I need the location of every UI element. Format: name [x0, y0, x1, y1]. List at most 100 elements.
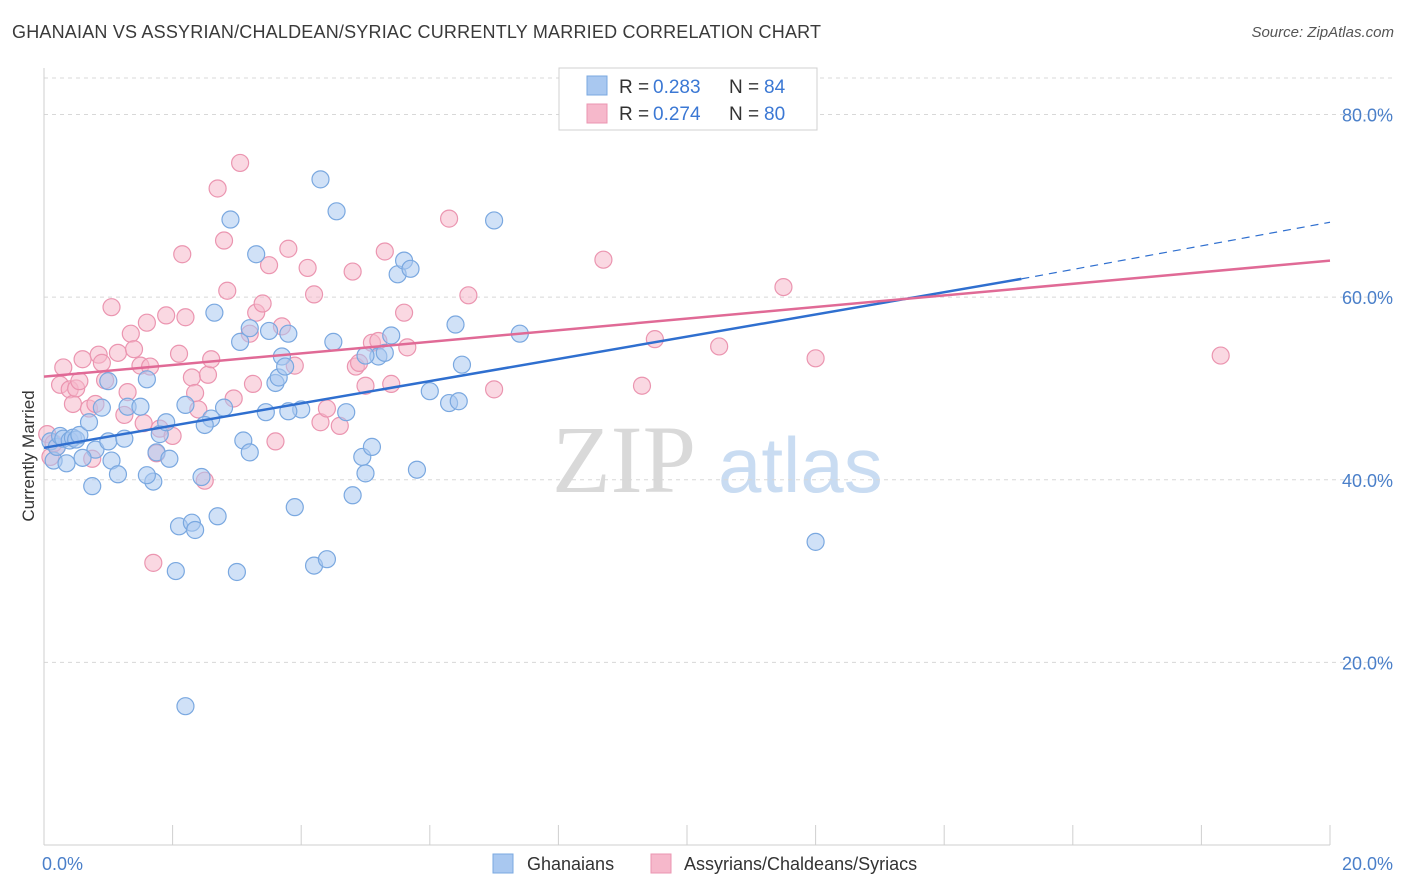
point-assyrians	[169, 344, 189, 363]
y-axis-label: Currently Married	[19, 390, 38, 521]
point-ghanaians	[452, 355, 472, 374]
point-ghanaians	[279, 324, 298, 343]
series-assyrians-points	[38, 153, 1230, 572]
point-ghanaians	[285, 498, 304, 517]
point-ghanaians	[356, 346, 375, 365]
point-assyrians	[92, 353, 111, 372]
point-assyrians	[176, 308, 195, 327]
y-tick-label: 20.0%	[1342, 653, 1393, 673]
point-ghanaians	[176, 395, 195, 414]
trend-lines	[43, 221, 1331, 450]
point-ghanaians	[214, 398, 234, 417]
point-ghanaians	[317, 550, 337, 569]
point-ghanaians	[324, 332, 343, 351]
point-ghanaians	[240, 319, 259, 338]
point-ghanaians	[86, 440, 105, 459]
legend-n-value-blue: 84	[764, 77, 786, 98]
point-ghanaians	[92, 398, 111, 417]
point-ghanaians	[192, 467, 211, 487]
point-ghanaians	[343, 486, 362, 505]
legend-r-value-blue: 0.283	[653, 77, 701, 98]
point-assyrians	[398, 338, 417, 357]
point-assyrians	[121, 324, 140, 343]
point-ghanaians	[362, 437, 382, 456]
point-assyrians	[182, 368, 201, 387]
point-ghanaians	[327, 202, 346, 221]
point-ghanaians	[401, 259, 420, 278]
bottom-legend-blue-swatch	[492, 853, 514, 874]
point-assyrians	[439, 209, 459, 228]
x-tick-label: 20.0%	[1342, 854, 1393, 874]
point-ghanaians	[99, 372, 118, 391]
point-assyrians	[137, 313, 156, 332]
point-ghanaians	[485, 211, 504, 230]
trend-line-assyrians	[43, 259, 1331, 378]
point-assyrians	[173, 245, 192, 264]
point-assyrians	[485, 380, 504, 399]
x-tick-label: 0.0%	[42, 854, 83, 874]
point-assyrians	[243, 374, 263, 393]
point-ghanaians	[79, 413, 99, 432]
series-ghanaians-points	[41, 170, 825, 716]
legend-n-value-pink: 80	[764, 104, 785, 125]
ticks: 20.0% 40.0% 60.0% 80.0% 0.0% 20.0%	[42, 106, 1393, 874]
point-assyrians	[214, 231, 234, 250]
watermark-zip: ZIP	[552, 406, 696, 513]
point-ghanaians	[256, 403, 275, 422]
point-assyrians	[459, 286, 478, 305]
point-ghanaians	[231, 332, 250, 351]
legend-pink-swatch	[586, 103, 608, 124]
point-assyrians	[208, 179, 227, 198]
point-assyrians	[356, 376, 375, 395]
point-ghanaians	[407, 460, 427, 479]
y-tick-label: 60.0%	[1342, 288, 1393, 308]
point-ghanaians	[449, 392, 468, 411]
point-ghanaians	[131, 397, 150, 416]
point-ghanaians	[806, 532, 825, 551]
point-ghanaians	[420, 382, 439, 401]
point-ghanaians	[160, 449, 179, 468]
point-assyrians	[266, 432, 285, 451]
point-ghanaians	[208, 507, 227, 526]
point-ghanaians	[356, 464, 375, 483]
top-legend: R = 0.283 N = 84 R = 0.274 N = 80	[558, 67, 818, 131]
point-assyrians	[70, 372, 89, 391]
point-assyrians	[202, 350, 221, 369]
point-assyrians	[108, 343, 128, 362]
point-assyrians	[63, 394, 83, 414]
point-assyrians	[645, 330, 664, 349]
bottom-legend-pink-swatch	[650, 853, 672, 874]
point-ghanaians	[57, 454, 76, 473]
point-assyrians	[102, 298, 121, 317]
point-ghanaians	[176, 697, 195, 716]
point-assyrians	[317, 399, 337, 418]
y-tick-label: 40.0%	[1342, 471, 1393, 491]
legend-r-label-blue: R =	[619, 77, 649, 98]
point-assyrians	[157, 306, 176, 325]
point-ghanaians	[259, 321, 279, 341]
point-assyrians	[73, 350, 92, 369]
point-ghanaians	[70, 425, 89, 445]
point-ghanaians	[137, 466, 156, 485]
point-assyrians	[304, 285, 324, 304]
legend-r-label-pink: R =	[619, 104, 649, 125]
point-assyrians	[279, 239, 298, 258]
point-assyrians	[198, 365, 218, 384]
point-ghanaians	[186, 520, 205, 540]
point-ghanaians	[247, 245, 266, 264]
point-ghanaians	[375, 343, 394, 362]
point-ghanaians	[311, 170, 330, 189]
legend-r-value-pink: 0.274	[653, 104, 701, 125]
point-ghanaians	[337, 403, 356, 422]
point-ghanaians	[227, 562, 246, 582]
point-ghanaians	[73, 448, 92, 467]
source-label: Source: ZipAtlas.com	[1251, 24, 1394, 41]
y-tick-label: 80.0%	[1342, 106, 1393, 126]
legend-n-label-pink: N =	[729, 104, 759, 125]
point-assyrians	[774, 277, 793, 297]
point-ghanaians	[166, 561, 185, 581]
point-assyrians	[394, 303, 414, 322]
point-assyrians	[343, 262, 362, 281]
point-assyrians	[124, 340, 144, 359]
